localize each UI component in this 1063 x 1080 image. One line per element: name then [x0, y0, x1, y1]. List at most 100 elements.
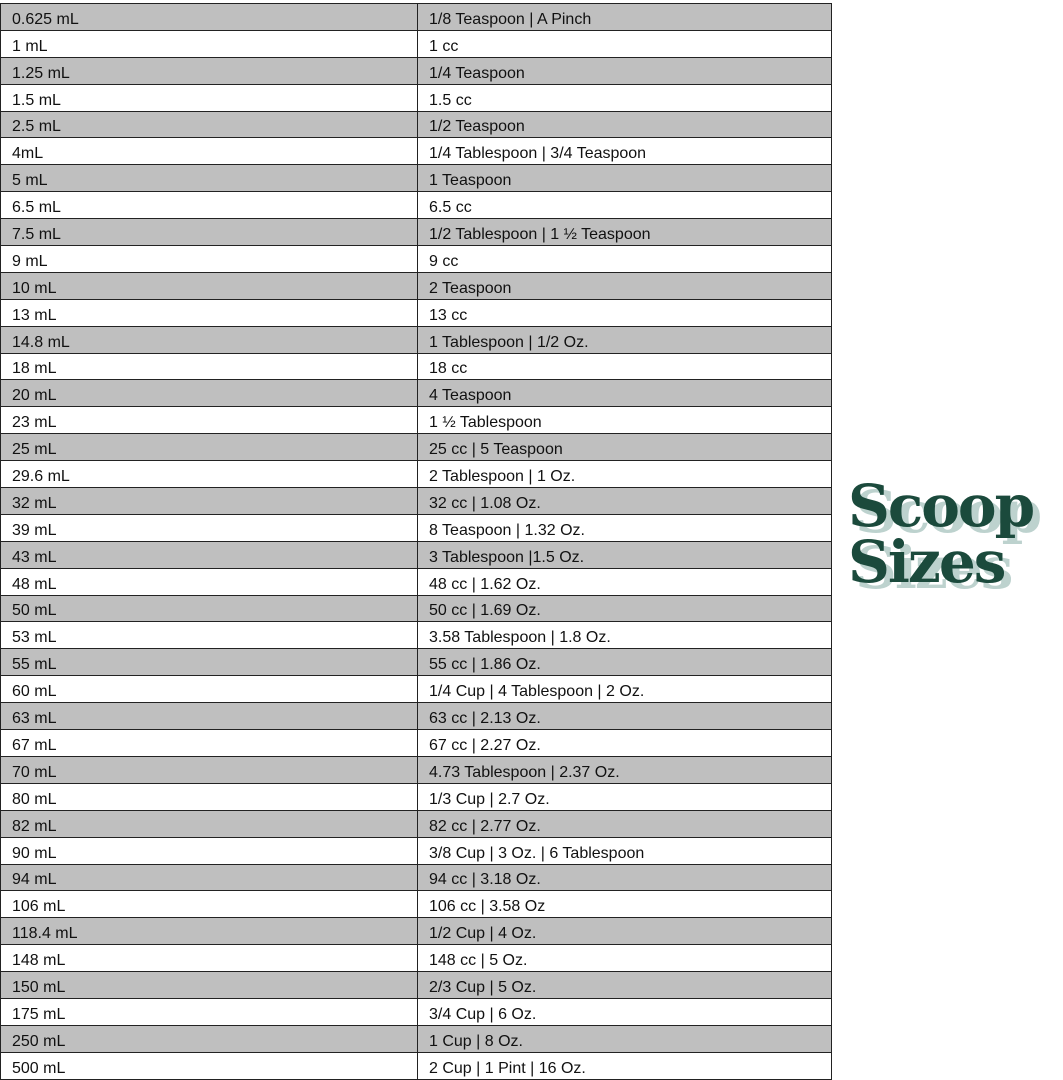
volume-ml-cell: 23 mL [0, 406, 418, 435]
table-row: 82 mL 82 cc | 2.77 Oz. [0, 809, 832, 838]
table-row: 7.5 mL 1/2 Tablespoon | 1 ½ Teaspoon [0, 218, 832, 247]
equivalent-cell: 4 Teaspoon [417, 379, 832, 408]
volume-ml-cell: 148 mL [0, 944, 418, 973]
volume-ml-cell: 14.8 mL [0, 325, 418, 354]
equivalent-cell: 1/2 Cup | 4 Oz. [417, 917, 832, 946]
table-row: 80 mL 1/3 Cup | 2.7 Oz. [0, 782, 832, 811]
equivalent-cell: 1/4 Cup | 4 Tablespoon | 2 Oz. [417, 675, 832, 704]
table-row: 23 mL 1 ½ Tablespoon [0, 406, 832, 435]
equivalent-cell: 2 Teaspoon [417, 271, 832, 300]
table-row: 94 mL 94 cc | 3.18 Oz. [0, 863, 832, 892]
table-row: 53 mL 3.58 Tablespoon | 1.8 Oz. [0, 621, 832, 650]
equivalent-cell: 48 cc | 1.62 Oz. [417, 567, 832, 596]
volume-ml-cell: 32 mL [0, 487, 418, 515]
table-row: 150 mL 2/3 Cup | 5 Oz. [0, 971, 832, 999]
volume-ml-cell: 60 mL [0, 675, 418, 704]
volume-ml-cell: 10 mL [0, 271, 418, 300]
volume-ml-cell: 1 mL [0, 29, 418, 58]
equivalent-cell: 50 cc | 1.69 Oz. [417, 594, 832, 623]
volume-ml-cell: 118.4 mL [0, 917, 418, 946]
table-row: 118.4 mL 1/2 Cup | 4 Oz. [0, 917, 832, 946]
volume-ml-cell: 18 mL [0, 352, 418, 381]
equivalent-cell: 63 cc | 2.13 Oz. [417, 702, 832, 731]
equivalent-cell: 2 Tablespoon | 1 Oz. [417, 460, 832, 489]
equivalent-cell: 94 cc | 3.18 Oz. [417, 863, 832, 892]
table-row: 9 mL 9 cc [0, 245, 832, 273]
table-row: 48 mL 48 cc | 1.62 Oz. [0, 567, 832, 596]
equivalent-cell: 148 cc | 5 Oz. [417, 944, 832, 973]
equivalent-cell: 1 ½ Tablespoon [417, 406, 832, 435]
table-row: 70 mL 4.73 Tablespoon | 2.37 Oz. [0, 755, 832, 784]
volume-ml-cell: 7.5 mL [0, 218, 418, 247]
volume-ml-cell: 94 mL [0, 863, 418, 892]
table-row: 90 mL 3/8 Cup | 3 Oz. | 6 Tablespoon [0, 836, 832, 865]
equivalent-cell: 4.73 Tablespoon | 2.37 Oz. [417, 755, 832, 784]
equivalent-cell: 2/3 Cup | 5 Oz. [417, 971, 832, 999]
equivalent-cell: 3.58 Tablespoon | 1.8 Oz. [417, 621, 832, 650]
table-row: 18 mL 18 cc [0, 352, 832, 381]
volume-ml-cell: 150 mL [0, 971, 418, 999]
table-row: 4mL 1/4 Tablespoon | 3/4 Teaspoon [0, 137, 832, 166]
equivalent-cell: 1 cc [417, 29, 832, 58]
volume-ml-cell: 43 mL [0, 540, 418, 569]
equivalent-cell: 82 cc | 2.77 Oz. [417, 809, 832, 838]
equivalent-cell: 25 cc | 5 Teaspoon [417, 433, 832, 462]
table-row: 10 mL 2 Teaspoon [0, 271, 832, 300]
volume-ml-cell: 29.6 mL [0, 460, 418, 489]
volume-ml-cell: 13 mL [0, 298, 418, 327]
table-row: 1 mL 1 cc [0, 29, 832, 58]
equivalent-cell: 1/8 Teaspoon | A Pinch [417, 3, 832, 31]
table-row: 32 mL 32 cc | 1.08 Oz. [0, 487, 832, 515]
table-row: 13 mL 13 cc [0, 298, 832, 327]
volume-ml-cell: 500 mL [0, 1051, 418, 1080]
equivalent-cell: 3/8 Cup | 3 Oz. | 6 Tablespoon [417, 836, 832, 865]
volume-ml-cell: 55 mL [0, 648, 418, 677]
equivalent-cell: 1.5 cc [417, 83, 832, 112]
volume-ml-cell: 2.5 mL [0, 110, 418, 139]
volume-ml-cell: 80 mL [0, 782, 418, 811]
equivalent-cell: 3 Tablespoon |1.5 Oz. [417, 540, 832, 569]
volume-ml-cell: 1.25 mL [0, 56, 418, 85]
table-row: 0.625 mL 1/8 Teaspoon | A Pinch [0, 3, 832, 31]
table-row: 148 mL 148 cc | 5 Oz. [0, 944, 832, 973]
table-row: 14.8 mL 1 Tablespoon | 1/2 Oz. [0, 325, 832, 354]
scoop-size-table: 0.625 mL 1/8 Teaspoon | A Pinch 1 mL 1 cc 1.… [0, 3, 832, 1080]
table-row: 63 mL 63 cc | 2.13 Oz. [0, 702, 832, 731]
table-row: 50 mL 50 cc | 1.69 Oz. [0, 594, 832, 623]
table-row: 25 mL 25 cc | 5 Teaspoon [0, 433, 832, 462]
title-line-2: Sizes [848, 528, 1006, 596]
table-row: 250 mL 1 Cup | 8 Oz. [0, 1024, 832, 1053]
equivalent-cell: 1 Teaspoon [417, 164, 832, 193]
volume-ml-cell: 5 mL [0, 164, 418, 193]
equivalent-cell: 1/2 Tablespoon | 1 ½ Teaspoon [417, 218, 832, 247]
volume-ml-cell: 90 mL [0, 836, 418, 865]
equivalent-cell: 32 cc | 1.08 Oz. [417, 487, 832, 515]
equivalent-cell: 1 Cup | 8 Oz. [417, 1024, 832, 1053]
table-row: 55 mL 55 cc | 1.86 Oz. [0, 648, 832, 677]
title-line-1: Scoop [848, 472, 1035, 540]
volume-ml-cell: 0.625 mL [0, 3, 418, 31]
equivalent-cell: 1/4 Teaspoon [417, 56, 832, 85]
scoop-sizes-title: Scoop Sizes [848, 472, 1063, 596]
equivalent-cell: 3/4 Cup | 6 Oz. [417, 997, 832, 1026]
volume-ml-cell: 9 mL [0, 245, 418, 273]
volume-ml-cell: 25 mL [0, 433, 418, 462]
volume-ml-cell: 67 mL [0, 729, 418, 757]
volume-ml-cell: 106 mL [0, 890, 418, 919]
table-row: 60 mL 1/4 Cup | 4 Tablespoon | 2 Oz. [0, 675, 832, 704]
equivalent-cell: 2 Cup | 1 Pint | 16 Oz. [417, 1051, 832, 1080]
table-row: 2.5 mL 1/2 Teaspoon [0, 110, 832, 139]
equivalent-cell: 18 cc [417, 352, 832, 381]
volume-ml-cell: 70 mL [0, 755, 418, 784]
volume-ml-cell: 1.5 mL [0, 83, 418, 112]
table-row: 500 mL 2 Cup | 1 Pint | 16 Oz. [0, 1051, 832, 1080]
table-row: 67 mL 67 cc | 2.27 Oz. [0, 729, 832, 757]
table-row: 20 mL 4 Teaspoon [0, 379, 832, 408]
volume-ml-cell: 53 mL [0, 621, 418, 650]
table-row: 29.6 mL 2 Tablespoon | 1 Oz. [0, 460, 832, 489]
equivalent-cell: 1/4 Tablespoon | 3/4 Teaspoon [417, 137, 832, 166]
volume-ml-cell: 175 mL [0, 997, 418, 1026]
equivalent-cell: 1/2 Teaspoon [417, 110, 832, 139]
volume-ml-cell: 39 mL [0, 513, 418, 542]
table-row: 1.5 mL 1.5 cc [0, 83, 832, 112]
